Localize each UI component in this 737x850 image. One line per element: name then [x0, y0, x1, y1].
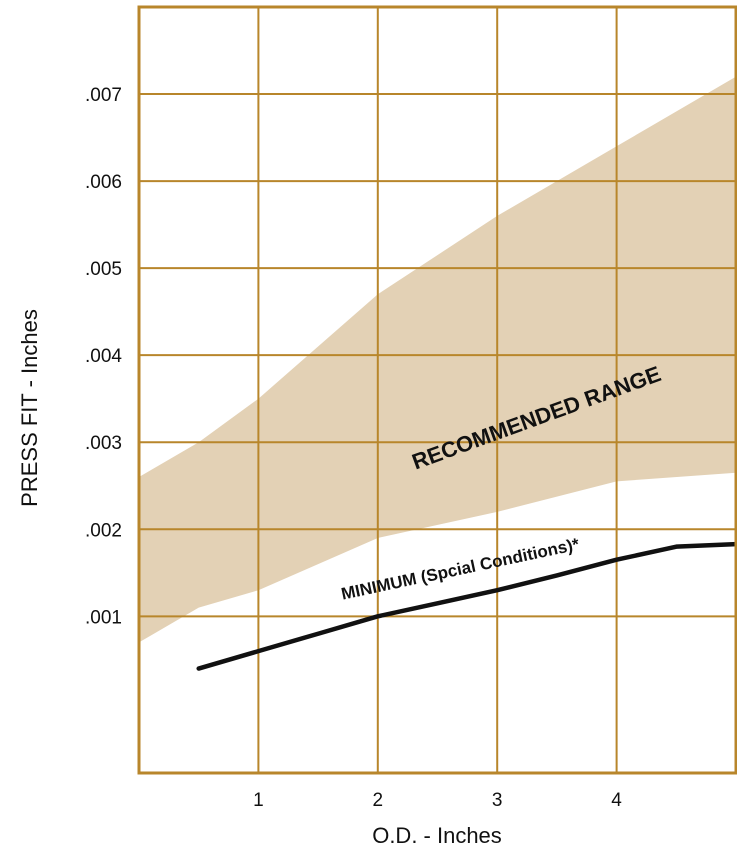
y-tick-label: .003	[85, 433, 122, 454]
y-tick-label: .002	[85, 520, 122, 541]
y-tick-label: .007	[85, 85, 122, 106]
x-tick-label: 2	[373, 790, 384, 811]
x-tick-label: 1	[253, 790, 264, 811]
x-tick-label: 3	[492, 790, 503, 811]
y-tick-label: .001	[85, 607, 122, 628]
y-tick-label: .006	[85, 172, 122, 193]
x-tick-label: 4	[611, 790, 622, 811]
y-tick-label: .005	[85, 259, 122, 280]
y-axis-label: PRESS FIT - Inches	[17, 309, 42, 507]
x-axis-label: O.D. - Inches	[372, 823, 502, 848]
y-tick-label: .004	[85, 346, 122, 367]
